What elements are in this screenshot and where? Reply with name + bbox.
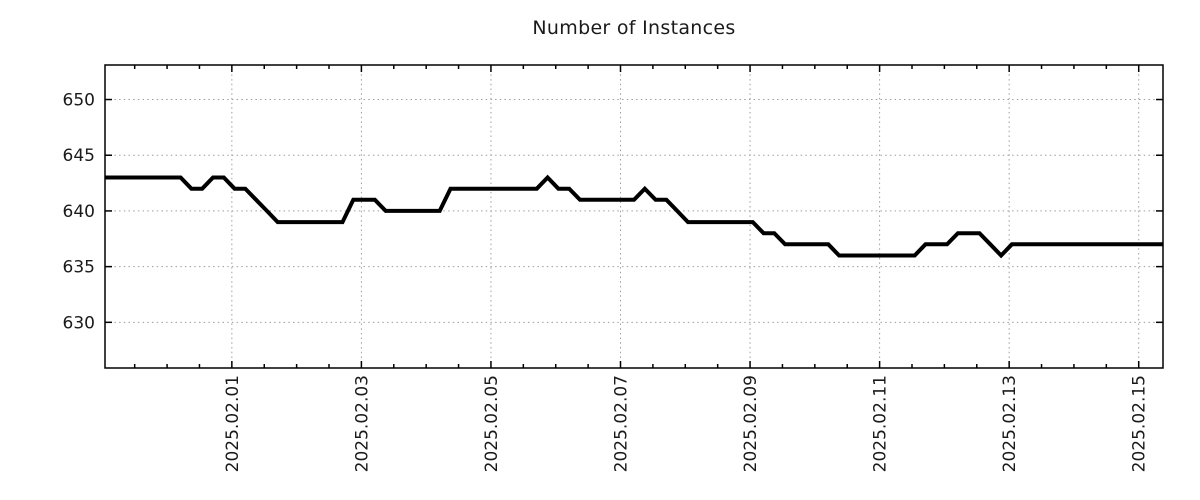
- x-tick-label: 2025.02.03: [352, 375, 372, 472]
- x-tick-label: 2025.02.09: [741, 375, 761, 472]
- x-tick-label: 2025.02.07: [612, 375, 632, 472]
- y-tick-label: 650: [63, 91, 95, 111]
- y-tick-label: 630: [63, 313, 95, 333]
- chart-title: Number of Instances: [532, 17, 736, 39]
- x-tick-label: 2025.02.01: [223, 375, 243, 472]
- y-tick-label: 640: [63, 202, 95, 222]
- data-series-line: [105, 174, 1163, 259]
- x-tick-label: 2025.02.15: [1130, 375, 1150, 472]
- plot-border: [104, 64, 1164, 369]
- x-tick-label: 2025.02.13: [1000, 375, 1020, 472]
- x-tick-label: 2025.02.05: [482, 375, 502, 472]
- y-tick-label: 645: [63, 146, 95, 166]
- y-tick-label: 635: [63, 258, 95, 278]
- x-tick-label: 2025.02.11: [871, 375, 891, 472]
